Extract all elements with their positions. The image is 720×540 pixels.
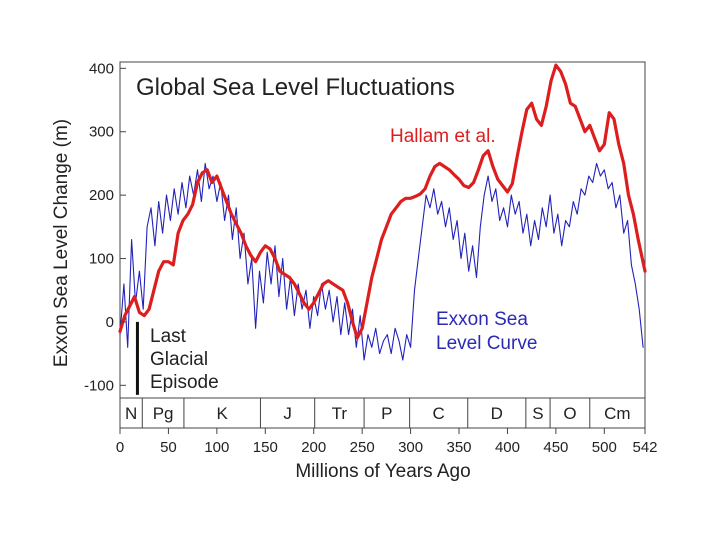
glacial-episode-label-line1: Last (150, 326, 187, 347)
period-label: D (491, 404, 503, 423)
y-tick-label: 300 (89, 124, 114, 141)
x-tick-label: 200 (301, 439, 326, 456)
exxon-legend-label-line2: Level Curve (436, 333, 537, 354)
period-label: K (217, 404, 229, 423)
exxon-legend-label-line1: Exxon Sea (436, 309, 528, 330)
x-tick-label: 50 (160, 439, 177, 456)
axes: -100 0 100 200 300 400 N Pg K J Tr P C D S O Cm 0 50 100 150… (84, 60, 658, 456)
x-axis-title: Millions of Years Ago (295, 461, 470, 482)
period-label: P (381, 404, 392, 423)
hallam-legend-label: Hallam et al. (390, 126, 496, 147)
x-tick-label: 250 (350, 439, 375, 456)
period-label: Tr (332, 404, 348, 423)
period-label: J (283, 404, 292, 423)
period-label: Pg (153, 404, 174, 423)
hallam-series-line (118, 63, 647, 340)
y-axis-title: Exxon Sea Level Change (m) (51, 119, 72, 367)
y-tick-label: 100 (89, 251, 114, 268)
y-tick-label: 0 (106, 314, 114, 331)
x-tick-label: 450 (543, 439, 568, 456)
period-label: S (532, 404, 543, 423)
exxon-series-line (119, 162, 644, 361)
y-tick-label: 200 (89, 187, 114, 204)
x-tick-label: 500 (592, 439, 617, 456)
x-tick-label: 100 (204, 439, 229, 456)
series-layer (118, 63, 647, 361)
period-label: C (433, 404, 445, 423)
x-tick-label: 0 (116, 439, 124, 456)
x-tick-label: 300 (398, 439, 423, 456)
x-tick-label: 150 (253, 439, 278, 456)
glacial-episode-label-line3: Episode (150, 372, 219, 393)
period-band (119, 397, 646, 429)
period-label: O (563, 404, 576, 423)
period-label: N (125, 404, 137, 423)
chart-title: Global Sea Level Fluctuations (136, 74, 455, 101)
x-tick-label: 542 (632, 439, 657, 456)
x-tick-label: 350 (447, 439, 472, 456)
glacial-episode-label-line2: Glacial (150, 349, 208, 370)
y-tick-label: -100 (84, 377, 114, 394)
x-tick-label: 400 (495, 439, 520, 456)
y-tick-label: 400 (89, 60, 114, 77)
period-label: Cm (604, 404, 630, 423)
